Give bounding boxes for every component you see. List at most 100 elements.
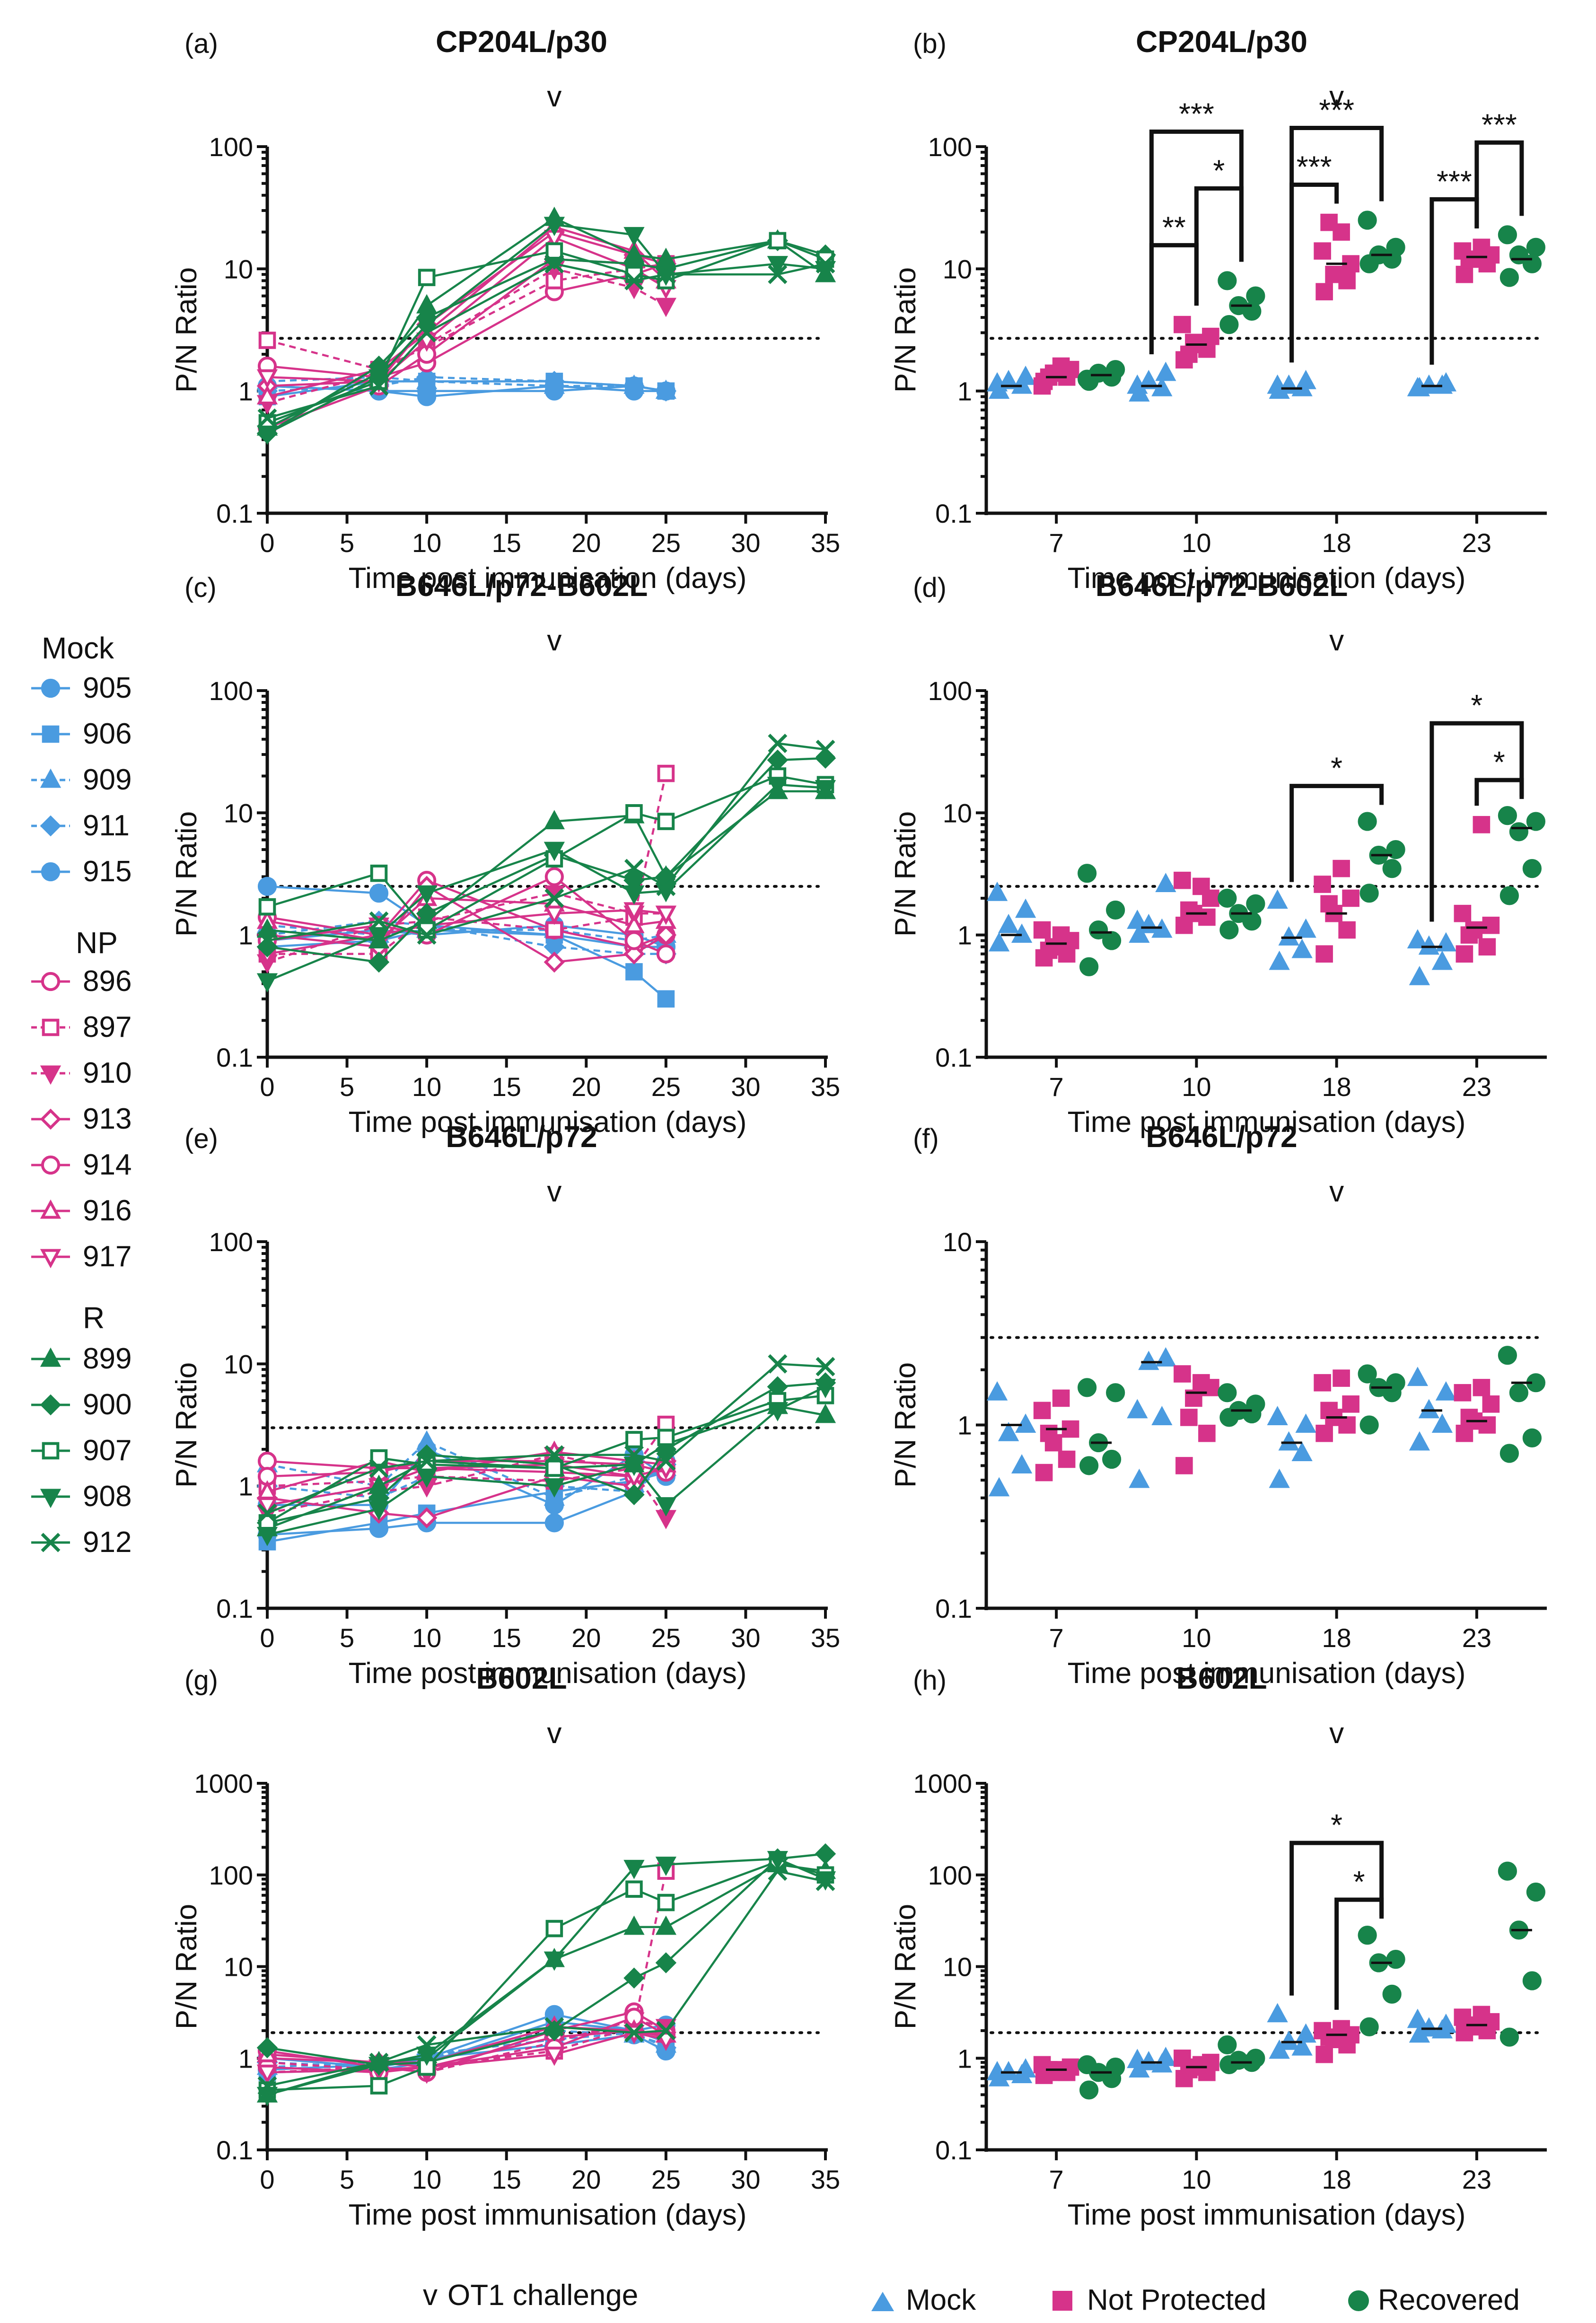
y-tick-label: 1000 [913, 1769, 972, 1798]
data-point-np [1040, 941, 1058, 959]
legend-item-911: 911 [31, 809, 130, 842]
legend-marker-905 [41, 678, 61, 698]
data-point-907 [625, 1431, 643, 1448]
legend-label-909: 909 [83, 763, 132, 796]
data-point-912 [656, 2021, 676, 2041]
data-point-908 [544, 1951, 565, 1971]
y-axis-label: P/N Ratio [170, 267, 203, 393]
x-tick-label: 10 [1182, 528, 1211, 558]
data-point-900 [655, 1952, 677, 1973]
data-point-912 [257, 1503, 277, 1523]
data-point-907 [657, 813, 675, 830]
x-tick-label: 15 [492, 1623, 521, 1653]
data-point-908 [256, 973, 278, 993]
y-tick-label: 0.1 [935, 2135, 972, 2165]
chart-title: B646L/p72-B602L [395, 569, 648, 603]
data-point-mock [1267, 374, 1288, 394]
data-point-908 [623, 885, 645, 905]
data-point-917 [544, 2046, 565, 2066]
data-point-912 [816, 254, 835, 274]
category-18: *** *** [1267, 93, 1405, 399]
data-point-908 [256, 1526, 278, 1546]
x-tick-label: 20 [571, 1072, 601, 1102]
x-tick-label: 35 [811, 528, 840, 558]
data-point-910 [655, 298, 676, 317]
x-tick-label: 30 [731, 528, 760, 558]
data-point-np [1198, 1424, 1216, 1442]
y-tick-label: 100 [928, 132, 972, 162]
legend-label-912: 912 [83, 1526, 132, 1559]
data-point-907 [545, 242, 563, 260]
x-tick-label: 10 [412, 2165, 441, 2194]
data-point-np [1315, 283, 1333, 300]
data-point-np [1180, 2061, 1198, 2078]
significance-bracket [1149, 129, 1244, 354]
data-point-912 [417, 2035, 437, 2055]
data-point-912 [417, 925, 437, 945]
data-point-r [1106, 900, 1125, 920]
data-point-912 [624, 1445, 644, 1465]
data-point-np [1454, 904, 1472, 922]
data-point-905 [369, 884, 389, 903]
data-point-899 [655, 1915, 676, 1935]
y-tick-label: 10 [224, 1349, 253, 1379]
data-point-910 [623, 280, 645, 299]
category-23 [1407, 1861, 1545, 2047]
significance-bracket [1474, 140, 1524, 228]
series-line-908 [266, 223, 826, 435]
data-point-908 [416, 1468, 438, 1488]
data-point-912 [656, 264, 676, 284]
y-tick-label: 1 [957, 2043, 972, 2073]
x-tick-label: 5 [340, 1623, 354, 1653]
y-tick-label: 100 [209, 676, 253, 706]
data-point-908 [623, 1456, 645, 1476]
significance-label: * [1213, 153, 1225, 187]
data-point-np [1482, 1395, 1500, 1413]
data-point-r [1106, 2057, 1125, 2077]
data-point-r [1509, 822, 1528, 842]
legend-label-907: 907 [83, 1434, 132, 1467]
panel-b: 0.1 1 10 100 P/N Ratio Time post immunisation… [889, 25, 1547, 595]
legend-marker-906 [42, 725, 60, 743]
data-point-r [1106, 1383, 1125, 1403]
panels: 0.1 1 10 100 P/N Ratio Time post immunisation… [170, 25, 1547, 2231]
data-point-r [1359, 884, 1379, 903]
data-point-mock [998, 913, 1019, 933]
data-point-mock [988, 932, 1010, 952]
data-point-mock [1435, 1381, 1457, 1401]
data-point-np [1460, 926, 1478, 944]
legend-item-914: 914 [31, 1148, 132, 1181]
x-tick-label: 7 [1049, 528, 1064, 558]
data-point-899 [623, 1915, 645, 1935]
series-897 [258, 255, 675, 378]
challenge-marker: v [547, 80, 561, 113]
significance-bracket [1429, 721, 1524, 922]
series-line-907 [267, 775, 826, 931]
data-point-np [1333, 1369, 1350, 1387]
legend-marker-914 [41, 1155, 61, 1175]
data-point-np [1320, 2028, 1338, 2046]
y-tick-label: 1 [238, 920, 253, 950]
data-point-np [1478, 938, 1496, 956]
data-point-912 [544, 888, 564, 908]
y-tick-label: 10 [943, 254, 972, 284]
data-point-912 [257, 931, 277, 950]
y-axis-label: P/N Ratio [889, 1362, 922, 1488]
data-point-mock [1151, 1406, 1173, 1425]
legend-marker-909 [40, 768, 61, 788]
data-point-900 [815, 1843, 836, 1865]
data-point-np [1482, 916, 1500, 934]
data-point-mock [1431, 1413, 1453, 1433]
data-point-np [1058, 1450, 1076, 1468]
data-point-np [1314, 1374, 1331, 1392]
x-axis-label: Time post immunisation (days) [349, 562, 747, 595]
x-tick-label: 35 [811, 1072, 840, 1102]
y-axis-label: P/N Ratio [889, 811, 922, 937]
category-7 [986, 864, 1125, 976]
legend-item-908: 908 [31, 1480, 132, 1513]
legend-label-897: 897 [83, 1011, 132, 1043]
data-point-912 [816, 1871, 835, 1891]
